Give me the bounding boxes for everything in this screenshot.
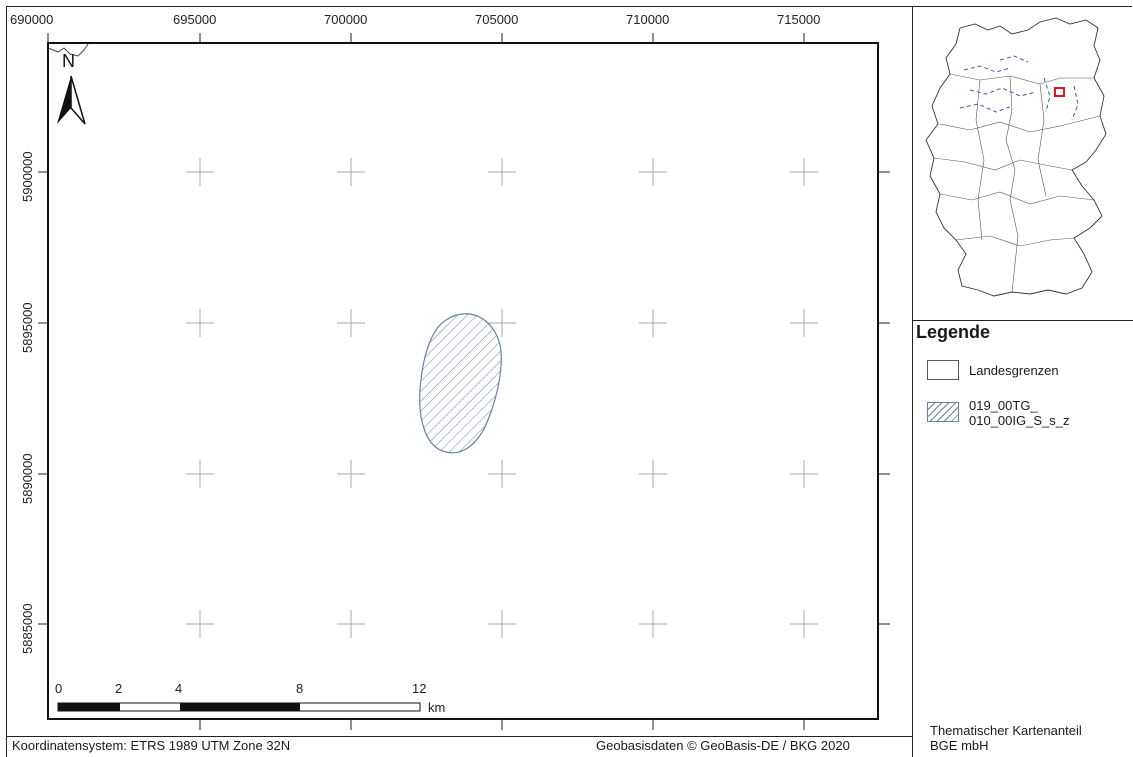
scale-unit: km <box>428 700 445 715</box>
credit-line: BGE mbH <box>930 738 989 753</box>
inset-highlight-box <box>1054 87 1065 97</box>
scale-label: 2 <box>115 681 122 696</box>
north-arrow-icon: N <box>57 51 86 125</box>
scale-bar: 0 2 4 8 12 km <box>55 681 445 715</box>
legend-swatch-hatch <box>927 402 959 422</box>
legend-label: 019_00TG_ 010_00IG_S_s_z <box>969 398 1069 428</box>
legend-label-line: 010_00IG_S_s_z <box>969 413 1070 428</box>
y-tick-label: 5900000 <box>20 151 35 202</box>
y-tick-label: 5885000 <box>20 603 35 654</box>
panel-divider <box>912 6 913 757</box>
scale-label: 12 <box>412 681 426 696</box>
y-axis-ticks <box>38 171 890 625</box>
y-tick-label: 5890000 <box>20 453 35 504</box>
footer-divider <box>6 736 912 737</box>
x-axis-ticks <box>47 33 805 730</box>
legend-divider <box>912 320 1133 321</box>
x-tick-label: 715000 <box>777 12 820 27</box>
credit-line: Thematischer Kartenanteil <box>930 723 1082 738</box>
y-tick-label: 5895000 <box>20 302 35 353</box>
credit-text: Thematischer Kartenanteil BGE mbH <box>930 723 1082 753</box>
scale-label: 0 <box>55 681 62 696</box>
x-tick-label: 710000 <box>626 12 669 27</box>
legend-label-line: 019_00TG_ <box>969 398 1038 413</box>
inset-overview-map <box>925 17 1107 297</box>
map-frame <box>6 6 1132 757</box>
legend-label: Landesgrenzen <box>969 363 1059 378</box>
svg-text:N: N <box>62 51 75 71</box>
x-tick-label: 690000 <box>10 12 53 27</box>
scale-label: 4 <box>175 681 182 696</box>
crs-text: Koordinatensystem: ETRS 1989 UTM Zone 32… <box>12 738 291 753</box>
state-border <box>47 43 89 57</box>
hatched-area-feature[interactable] <box>419 313 502 454</box>
scale-label: 8 <box>296 681 303 696</box>
legend-item-landesgrenzen: Landesgrenzen <box>927 360 1059 380</box>
x-tick-label: 705000 <box>475 12 518 27</box>
legend-item-hatched: 019_00TG_ 010_00IG_S_s_z <box>927 398 1069 428</box>
legend-swatch-outline <box>927 360 959 380</box>
legend-title: Legende <box>916 322 991 342</box>
x-tick-label: 700000 <box>324 12 367 27</box>
source-text: Geobasisdaten © GeoBasis-DE / BKG 2020 <box>596 738 850 753</box>
grid-crosses <box>186 158 818 638</box>
x-tick-label: 695000 <box>173 12 216 27</box>
